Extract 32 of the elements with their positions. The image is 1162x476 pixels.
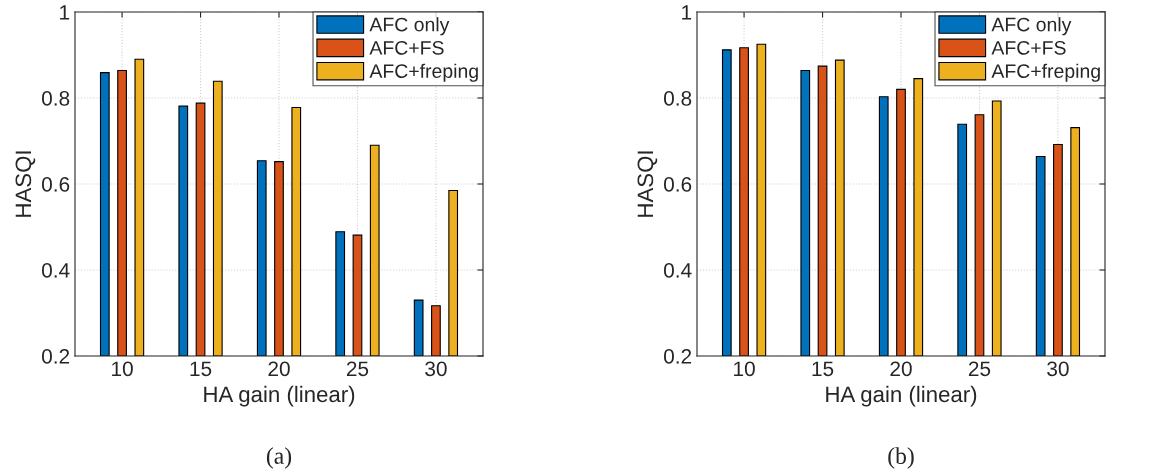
legend-label: AFC+freping <box>991 63 1100 82</box>
text: (a) <box>266 447 292 469</box>
y-axis-title: HASQI <box>15 151 36 217</box>
x-tick-label: 20 <box>268 361 290 377</box>
y-tick-label: 0.6 <box>41 177 70 192</box>
x-tick-label: 25 <box>968 361 991 377</box>
y-tick-label: 0.2 <box>663 349 692 364</box>
legend-label: AFC+FS <box>991 40 1066 55</box>
x-axis-title: HA gain (linear) <box>204 385 355 407</box>
y-tick-label: 0.6 <box>663 177 692 192</box>
x-tick-label: 10 <box>734 361 755 377</box>
legend-label: AFC+freping <box>369 63 478 82</box>
y-tick-label: 0.2 <box>41 349 70 364</box>
legend-label: AFC only <box>369 17 450 36</box>
x-tick-label: 25 <box>346 361 369 377</box>
x-axis-title: HA gain (linear) <box>826 385 977 407</box>
x-tick-label: 20 <box>890 361 912 377</box>
legend-label: AFC only <box>991 17 1072 36</box>
x-tick-label: 30 <box>425 361 447 377</box>
y-tick-label: 0.8 <box>663 91 692 106</box>
x-tick-label: 15 <box>190 361 212 377</box>
legend-label: AFC+FS <box>369 40 444 55</box>
y-tick-label: 1 <box>682 5 692 20</box>
x-tick-label: 30 <box>1047 361 1069 377</box>
y-tick-label: 0.8 <box>41 91 70 106</box>
y-axis-title: HASQI <box>637 151 658 217</box>
x-tick-label: 10 <box>112 361 133 377</box>
y-tick-label: 0.4 <box>663 263 692 278</box>
y-tick-label: 1 <box>60 5 70 20</box>
text: (b) <box>888 447 914 469</box>
x-tick-label: 15 <box>812 361 834 377</box>
y-tick-label: 0.4 <box>41 263 70 278</box>
